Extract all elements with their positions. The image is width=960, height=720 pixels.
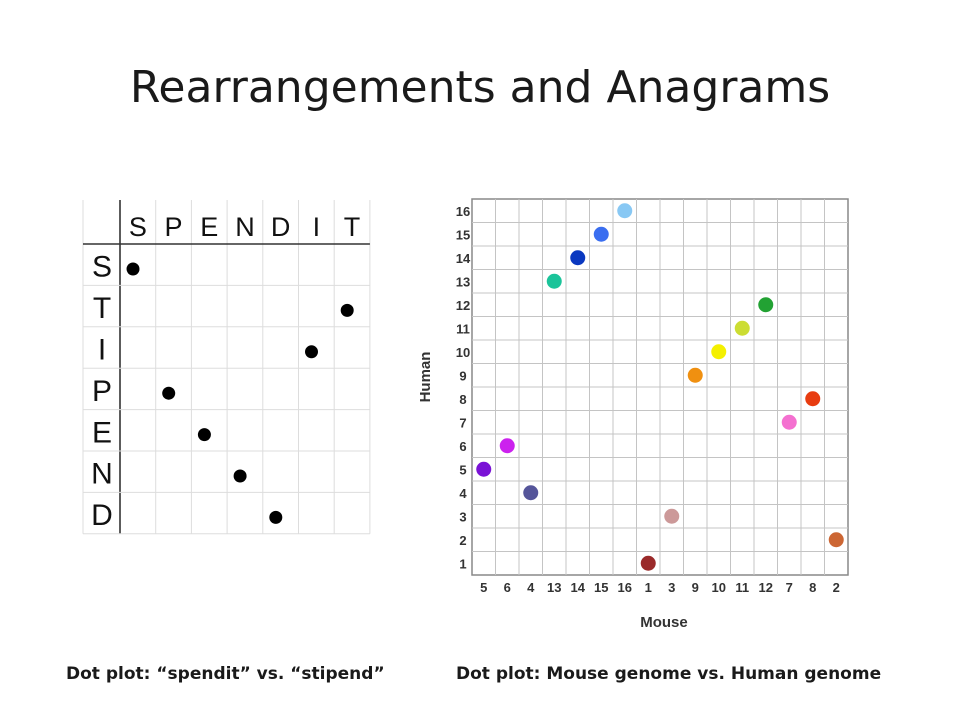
x-tick-label: 7 xyxy=(786,580,793,595)
segment-dot-11 xyxy=(734,320,750,336)
column-label: E xyxy=(200,212,218,242)
segment-dot-3 xyxy=(664,508,680,524)
row-label: E xyxy=(92,416,112,449)
segment-dot-6 xyxy=(499,438,515,454)
segment-dot-13 xyxy=(546,273,562,289)
segment-dot-14 xyxy=(570,250,586,266)
column-label: N xyxy=(235,212,255,242)
caption-mouse-human: Dot plot: Mouse genome vs. Human genome xyxy=(456,664,882,684)
row-label: D xyxy=(91,499,113,532)
x-tick-label: 6 xyxy=(504,580,511,595)
y-tick-label: 3 xyxy=(459,509,466,524)
y-tick-label: 7 xyxy=(459,415,466,430)
x-tick-label: 13 xyxy=(547,580,561,595)
column-label: T xyxy=(344,212,361,242)
segment-dot-5 xyxy=(476,461,492,477)
x-tick-label: 16 xyxy=(618,580,632,595)
x-tick-label: 5 xyxy=(480,580,487,595)
row-label: P xyxy=(92,375,112,408)
x-tick-label: 3 xyxy=(668,580,675,595)
segment-dot-2 xyxy=(828,532,844,548)
segment-dot-8 xyxy=(805,391,821,407)
y-tick-label: 14 xyxy=(456,251,471,266)
y-tick-label: 4 xyxy=(459,486,467,501)
x-tick-label: 2 xyxy=(833,580,840,595)
y-tick-label: 9 xyxy=(459,368,466,383)
y-axis-title: Human xyxy=(417,352,434,403)
segment-dot-4 xyxy=(523,485,539,501)
y-tick-label: 13 xyxy=(456,274,470,289)
dot-s-s xyxy=(126,262,140,276)
x-tick-label: 14 xyxy=(571,580,586,595)
segment-dot-1 xyxy=(640,555,656,571)
x-tick-label: 10 xyxy=(712,580,726,595)
segment-dot-9 xyxy=(687,367,703,383)
y-tick-label: 1 xyxy=(459,556,466,571)
dot-t-t xyxy=(340,303,354,317)
y-tick-label: 11 xyxy=(456,321,470,336)
slide-title: Rearrangements and Anagrams xyxy=(129,62,831,113)
y-tick-label: 8 xyxy=(459,392,466,407)
dot-e-e xyxy=(197,428,211,442)
column-label: S xyxy=(129,212,147,242)
x-tick-label: 12 xyxy=(759,580,773,595)
row-label: I xyxy=(98,334,106,367)
column-label: P xyxy=(165,212,183,242)
x-tick-label: 8 xyxy=(809,580,816,595)
y-tick-label: 5 xyxy=(459,462,466,477)
row-label: T xyxy=(93,292,111,325)
dot-n-n xyxy=(233,469,247,483)
x-tick-label: 4 xyxy=(527,580,535,595)
segment-dot-16 xyxy=(617,203,633,219)
x-axis-title: Mouse xyxy=(640,614,688,631)
row-label: S xyxy=(92,251,112,284)
y-tick-label: 15 xyxy=(456,227,470,242)
y-tick-label: 2 xyxy=(459,533,466,548)
x-tick-label: 11 xyxy=(735,580,749,595)
x-tick-label: 15 xyxy=(594,580,608,595)
caption-spendit-stipend: Dot plot: “spendit” vs. “stipend” xyxy=(66,664,385,684)
dot-i-i xyxy=(305,345,318,359)
y-tick-label: 16 xyxy=(456,204,470,219)
dot-d-d xyxy=(269,510,283,524)
row-label: N xyxy=(91,458,113,491)
segment-dot-10 xyxy=(711,344,727,360)
dot-p-p xyxy=(162,386,176,400)
segment-dot-7 xyxy=(781,414,797,430)
segment-dot-15 xyxy=(593,226,609,242)
column-label: D xyxy=(271,212,291,242)
x-tick-label: 9 xyxy=(692,580,699,595)
y-tick-label: 6 xyxy=(459,439,466,454)
y-tick-label: 10 xyxy=(456,345,470,360)
segment-dot-12 xyxy=(758,297,774,313)
x-tick-label: 1 xyxy=(645,580,652,595)
y-tick-label: 12 xyxy=(456,298,470,313)
column-label: I xyxy=(313,212,321,242)
